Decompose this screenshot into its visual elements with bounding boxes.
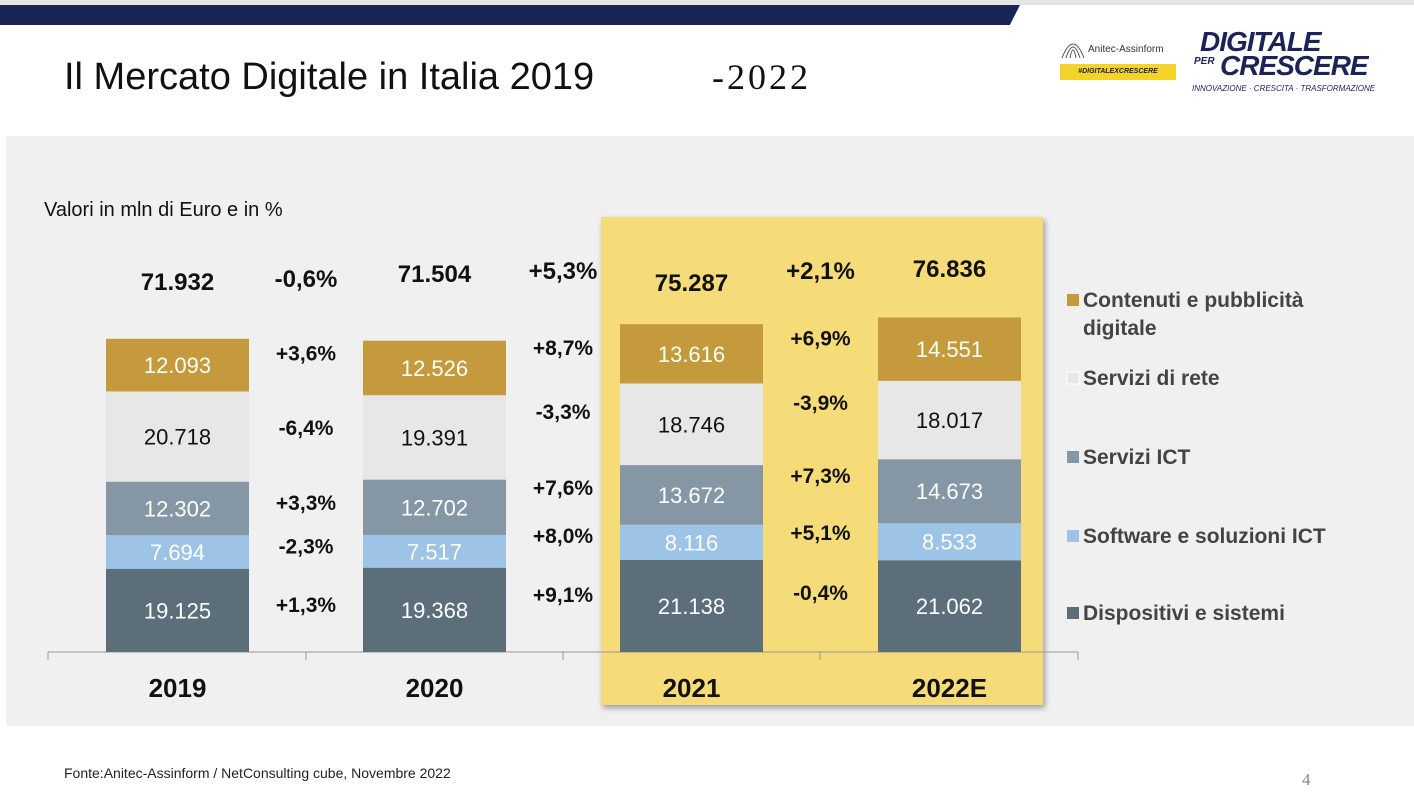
bar-segment [106,338,249,392]
growth-label: +6,9% [790,327,850,350]
bar-value-label: 14.673 [916,479,983,504]
bar-value-label: 12.093 [144,353,211,378]
bar-value-label: 19.391 [401,425,468,450]
hashtag-badge: #DIGITALEXCRESCERE [1060,64,1176,80]
bar-value-label: 18.017 [916,408,983,433]
bar-segment [106,568,249,652]
category-label: 2020 [406,673,464,703]
legend-label: Dispositivi e sistemi [1083,602,1285,625]
bar-segment [106,391,249,482]
legend-swatch [1066,371,1080,385]
growth-label: -2,3% [279,536,334,559]
bar-value-label: 21.062 [916,594,983,619]
growth-label: +8,0% [533,525,593,548]
bar-value-label: 14.551 [916,337,983,362]
bar-segment [363,534,506,568]
legend-swatch [1067,530,1079,542]
growth-label: +3,6% [276,343,336,366]
growth-label: +9,1% [533,584,593,607]
bar-value-label: 12.702 [401,495,468,520]
source-note: Fonte:Anitec-Assinform / NetConsulting c… [64,765,451,781]
growth-label: +8,7% [533,337,593,360]
bar-value-label: 12.526 [401,356,468,381]
page-title: Il Mercato Digitale in Italia 2019 [64,56,595,98]
bar-value-label: 7.517 [407,539,462,564]
bar-value-label: 21.138 [658,594,725,619]
bar-segment [878,560,1021,652]
bar-segment [363,567,506,652]
bar-segment [363,479,506,535]
growth-label: +1,3% [276,594,336,617]
growth-label: -3,3% [536,401,591,424]
logo-text: DIGITALE [1200,26,1322,57]
growth-label: +5,1% [790,522,850,545]
total-label: 71.504 [398,261,472,288]
legend-label: Contenuti e pubblicità [1083,289,1304,312]
category-label: 2021 [663,673,721,703]
bar-segment [620,559,763,652]
logo-tagline: INNOVAZIONE · CRESCITA · TRASFORMAZIONE [1192,84,1376,93]
total-growth-label: +2,1% [786,258,855,285]
bar-segment [878,459,1021,524]
bar-segment [620,383,763,466]
growth-label: -6,4% [279,417,334,440]
total-label: 75.287 [655,270,728,297]
top-line [0,0,1414,5]
bar-value-label: 8.533 [922,530,977,555]
legend-swatch [1067,607,1079,619]
page-title-suffix: -2022 [712,57,811,97]
bar-segment [363,340,506,396]
bar-value-label: 12.302 [144,496,211,521]
logo-text: CRESCERE [1220,50,1369,81]
total-label: 71.932 [141,269,214,296]
legend-label: Servizi ICT [1083,446,1191,469]
bar-value-label: 19.368 [401,598,468,623]
growth-label: +7,6% [533,477,593,500]
legend-swatch [1067,451,1079,463]
legend-swatch [1067,294,1079,306]
growth-label: +3,3% [276,492,336,515]
logo-text: PER [1194,56,1215,67]
total-growth-label: +5,3% [529,258,598,285]
bar-value-label: 13.616 [658,342,725,367]
bar-segment [878,317,1021,381]
bar-value-label: 18.746 [658,412,725,437]
category-label: 2019 [149,673,207,703]
header-banner [0,5,1020,25]
legend-label: digitale [1083,317,1157,340]
bar-value-label: 13.672 [658,483,725,508]
unit-label: Valori in mln di Euro e in % [44,199,283,221]
legend-label: Servizi di rete [1083,367,1220,390]
total-label: 76.836 [913,256,986,283]
category-label: 2022E [912,673,987,703]
anitec-name: Anitec-Assinform [1088,44,1164,55]
bar-segment [106,481,249,536]
bar-segment [878,523,1021,561]
bar-value-label: 7.694 [150,540,205,565]
total-growth-label: -0,6% [275,266,338,293]
bar-value-label: 19.125 [144,598,211,623]
bar-value-label: 20.718 [144,425,211,450]
growth-label: +7,3% [790,465,850,488]
bar-segment [620,324,763,384]
bar-segment [620,465,763,525]
anitec-logo-icon [1061,43,1085,59]
page-number: 4 [1302,770,1311,789]
anitec-assinform-logo: Anitec-Assinform #DIGITALEXCRESCERE [1060,30,1180,84]
growth-label: -0,4% [793,582,848,605]
bar-segment [363,395,506,480]
bar-segment [620,524,763,560]
growth-label: -3,9% [793,392,848,415]
digitale-per-crescere-logo: DIGITALE PER CRESCERE INNOVAZIONE · CRES… [1190,26,1410,96]
bar-segment [106,535,249,569]
legend-label: Software e soluzioni ICT [1083,525,1326,548]
bar-segment [878,380,1021,460]
bar-value-label: 8.116 [665,530,718,555]
